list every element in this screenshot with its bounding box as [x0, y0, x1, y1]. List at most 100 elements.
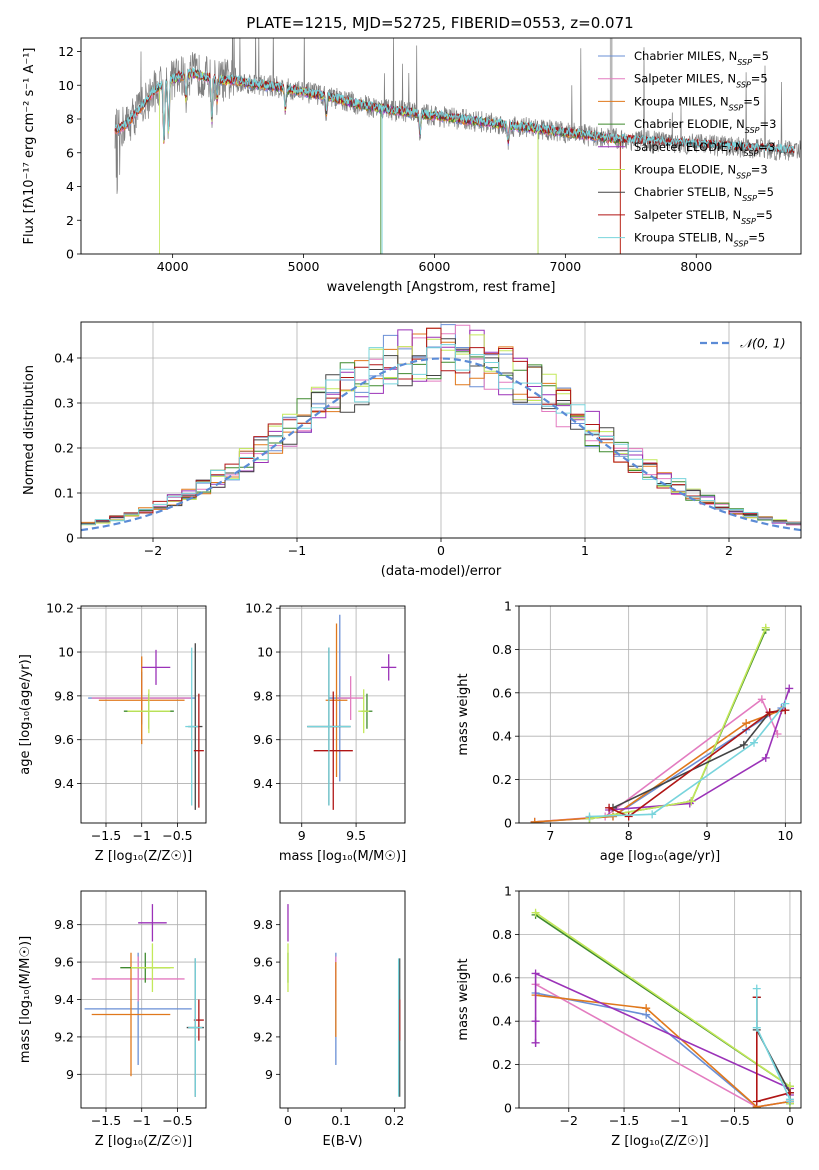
x-tick-label: 0.2: [384, 1113, 404, 1128]
errorbar-point: [337, 676, 364, 720]
y-axis-label: mass weight: [456, 673, 471, 755]
plot-area: [531, 908, 794, 1108]
weight-marker: [752, 1023, 761, 1032]
x-tick-label: −0.5: [162, 828, 192, 843]
x-axis-label: E(B-V): [322, 1134, 362, 1149]
y-tick-label: 6: [66, 145, 74, 160]
weight-marker: [761, 753, 770, 762]
masked-band: [609, 38, 613, 140]
axes-frame: [518, 605, 802, 824]
plot-area: [81, 324, 801, 532]
x-tick-label: −1.5: [91, 1113, 121, 1128]
weight-marker: [531, 908, 540, 917]
y-tick-label: 10.2: [245, 601, 273, 616]
x-tick-label: 8: [625, 828, 633, 843]
x-tick-label: 9: [703, 828, 711, 843]
x-tick-label: 9: [298, 828, 306, 843]
grid: [81, 891, 206, 1108]
x-tick-label: −0.5: [162, 1113, 192, 1128]
plot-area: [114, 38, 801, 254]
weight-marker: [781, 699, 790, 708]
y-tick-label: 9.4: [253, 992, 273, 1007]
x-tick-label: 7000: [549, 259, 581, 274]
y-tick-label: 9.4: [54, 992, 74, 1007]
plot-area: [530, 623, 794, 823]
y-tick-label: 0.2: [492, 772, 512, 787]
y-tick-label: 1: [504, 884, 512, 899]
y-tick-label: 9.8: [54, 688, 74, 703]
panel-spectrum: 4000 5000 6000 7000 8000 0 2 4 6 8 10 12 wavelength …: [22, 37, 802, 295]
model-line-kroupa-stelib: [114, 66, 795, 254]
x-tick-label: 0: [786, 1113, 794, 1128]
x-axis-label: wavelength [Angstrom, rest frame]: [327, 280, 556, 295]
legend-entry: Chabrier STELIB, NSSP=5: [634, 185, 774, 203]
y-tick-label: 9: [265, 1067, 273, 1082]
legend-entry: Chabrier MILES, NSSP=5: [634, 49, 769, 67]
y-tick-label: 9.4: [253, 776, 273, 791]
y-tick-label: 0.8: [492, 642, 512, 657]
y-tick-label: 9.6: [54, 732, 74, 747]
x-tick-label: 0: [437, 543, 445, 558]
panel-age_vs_Z: −1.5 −1 −0.5 9.4 9.6 9.8 10 10.2 Z [log₁₀(Z/Z☉)]…: [18, 601, 207, 864]
legend-entry: Kroupa STELIB, NSSP=5: [634, 231, 765, 249]
weight-marker: [642, 1004, 651, 1013]
weight-marker: [757, 695, 766, 704]
panel-mass_vs_ebv: 0 0.1 0.2 9 9.2 9.4 9.6 9.8 E(B-V): [253, 890, 406, 1149]
errorbar-point: [188, 958, 203, 1097]
weight-marker: [785, 1097, 794, 1106]
weight-marker: [531, 969, 540, 978]
weight-line-kroupa-stelib: [589, 703, 786, 818]
x-axis-label: mass [log₁₀(M/M☉)]: [279, 849, 406, 864]
y-axis-label: Flux [fλ10⁻¹⁷ erg cm⁻² s⁻¹ A⁻¹]: [22, 48, 37, 245]
axes-frame: [518, 890, 802, 1109]
y-tick-label: 0.2: [492, 1057, 512, 1072]
y-axis-label: mass weight: [456, 958, 471, 1040]
x-tick-label: 5000: [288, 259, 320, 274]
weight-marker: [531, 1017, 540, 1026]
errorbar-point: [381, 654, 397, 681]
weight-line-salpeter-elodie: [609, 688, 791, 811]
errorbar-point: [358, 689, 370, 734]
x-tick-label: −1: [132, 828, 150, 843]
y-tick-label: 0.4: [492, 729, 512, 744]
errorbar-point: [138, 904, 167, 942]
weight-marker: [739, 740, 748, 749]
y-tick-label: 10: [257, 645, 273, 660]
plot-area: [88, 643, 204, 810]
errorbar-point: [307, 647, 351, 806]
legend-entry: 𝒩(0, 1): [740, 336, 786, 351]
x-tick-label: 8000: [680, 259, 712, 274]
weight-marker: [761, 623, 770, 632]
y-tick-label: 0.8: [492, 927, 512, 942]
weight-marker: [624, 812, 633, 821]
y-tick-label: 0.6: [492, 970, 512, 985]
weight-marker: [687, 797, 696, 806]
y-tick-label: 10: [58, 645, 74, 660]
weight-marker: [765, 708, 774, 717]
plot-area: [307, 614, 397, 810]
x-tick-label: −2: [144, 543, 162, 558]
weight-line-kroupa-miles: [535, 994, 791, 1108]
legend: Chabrier MILES, NSSP=5 Salpeter MILES, NS…: [598, 49, 776, 248]
y-tick-label: 9.8: [253, 688, 273, 703]
y-tick-label: 9.6: [253, 732, 273, 747]
x-tick-label: 10: [777, 828, 793, 843]
weight-marker: [785, 684, 794, 693]
y-tick-label: 9.8: [54, 917, 74, 932]
plot-area: [84, 904, 204, 1097]
errorbar-point: [141, 649, 171, 685]
x-tick-label: 1: [581, 543, 589, 558]
grid: [280, 606, 405, 823]
weight-marker: [531, 1038, 540, 1047]
errorbar-point: [185, 647, 199, 806]
y-tick-label: 1: [504, 599, 512, 614]
panel-weight_vs_Z: −2 −1.5 −1 −0.5 0 0 0.2 0.4 0.6 0.8 1 Z [log₁₀(Z/Z☉…: [456, 884, 802, 1149]
legend-entry: Salpeter STELIB, NSSP=5: [634, 208, 773, 226]
y-tick-label: 0.3: [54, 396, 74, 411]
figure-title: PLATE=1215, MJD=52725, FIBERID=0553, z=0…: [246, 14, 633, 32]
legend: 𝒩(0, 1): [700, 336, 786, 351]
errorbar-point: [98, 656, 185, 745]
y-tick-label: 9.2: [253, 1029, 273, 1044]
weight-marker: [530, 817, 539, 823]
weight-marker: [773, 730, 782, 739]
